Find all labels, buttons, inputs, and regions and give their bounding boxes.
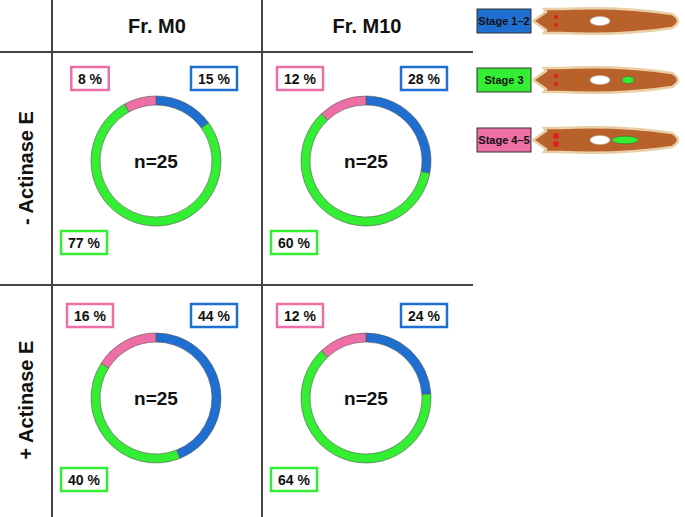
donut-slice: [301, 114, 430, 226]
donut-chart: n=25 44 % 40 % 16 %: [61, 304, 237, 491]
donut-slice: [301, 351, 431, 463]
donut-slice: [125, 96, 156, 112]
label-box: [271, 468, 317, 491]
row-header: + Actinase E: [15, 341, 37, 460]
label-box: [61, 231, 107, 254]
data-label: 16 %: [74, 308, 106, 324]
center-label: n=25: [344, 151, 388, 172]
legend-icon: [533, 8, 678, 34]
donut-slice: [366, 333, 431, 394]
chart-root: Fr. M0 Fr. M10 - Actinase E + Actinase E n=2…: [0, 0, 685, 517]
label-box: [277, 304, 323, 327]
donut-slice: [156, 96, 209, 128]
data-label: 60 %: [278, 235, 310, 251]
data-label: 40 %: [68, 472, 100, 488]
donut-slice: [322, 96, 366, 120]
donut-slice: [91, 363, 180, 463]
legend-icon: [553, 141, 559, 147]
donut-slice: [101, 333, 156, 368]
donut-slice: [322, 333, 366, 357]
data-label: 15 %: [198, 71, 230, 87]
legend-icon: [533, 67, 678, 93]
column-header: Fr. M0: [128, 15, 186, 37]
label-box: [191, 304, 237, 327]
donut-slice: [91, 104, 221, 226]
label-box: [277, 67, 323, 90]
data-label: 8 %: [78, 71, 103, 87]
data-label: 77 %: [68, 235, 100, 251]
data-label: 44 %: [198, 308, 230, 324]
legend-icon: [554, 15, 558, 19]
donut-chart: n=25 15 % 77 % 8 %: [61, 67, 237, 254]
legend-label: Stage 4–5: [478, 134, 529, 146]
data-label: 12 %: [284, 71, 316, 87]
legend-swatch: [477, 68, 531, 92]
legend-icon: [554, 82, 558, 86]
legend-label: Stage 3: [484, 74, 523, 86]
legend-icon: [612, 136, 638, 144]
data-label: 24 %: [408, 308, 440, 324]
label-box: [271, 231, 317, 254]
data-label: 64 %: [278, 472, 310, 488]
legend-label: Stage 1–2: [478, 15, 529, 27]
legend: Stage 1–2 Stage 3 Stage 4–5: [477, 8, 678, 153]
center-label: n=25: [134, 151, 178, 172]
table-line: [0, 284, 473, 286]
donut-chart: n=25 24 % 64 % 12 %: [271, 304, 447, 491]
donut-chart: n=25 28 % 60 % 12 %: [271, 67, 447, 254]
legend-icon: [553, 133, 559, 139]
center-label: n=25: [134, 388, 178, 409]
data-label: 28 %: [408, 71, 440, 87]
legend-swatch: [477, 128, 531, 152]
legend-icon: [590, 136, 610, 145]
label-box: [67, 304, 113, 327]
label-box: [61, 468, 107, 491]
table-line: [261, 0, 263, 517]
legend-icon: [533, 127, 678, 153]
table-line: [51, 0, 53, 517]
legend-icon: [554, 23, 558, 27]
label-box: [401, 304, 447, 327]
table-line: [0, 51, 473, 53]
label-box: [71, 67, 109, 90]
label-box: [401, 67, 447, 90]
center-label: n=25: [344, 388, 388, 409]
row-header: - Actinase E: [15, 111, 37, 225]
label-box: [191, 67, 237, 90]
column-header: Fr. M10: [333, 15, 402, 37]
data-label: 12 %: [284, 308, 316, 324]
legend-swatch: [477, 9, 531, 33]
legend-icon: [622, 77, 634, 84]
legend-icon: [590, 76, 610, 85]
legend-icon: [554, 74, 558, 78]
legend-icon: [590, 17, 610, 26]
